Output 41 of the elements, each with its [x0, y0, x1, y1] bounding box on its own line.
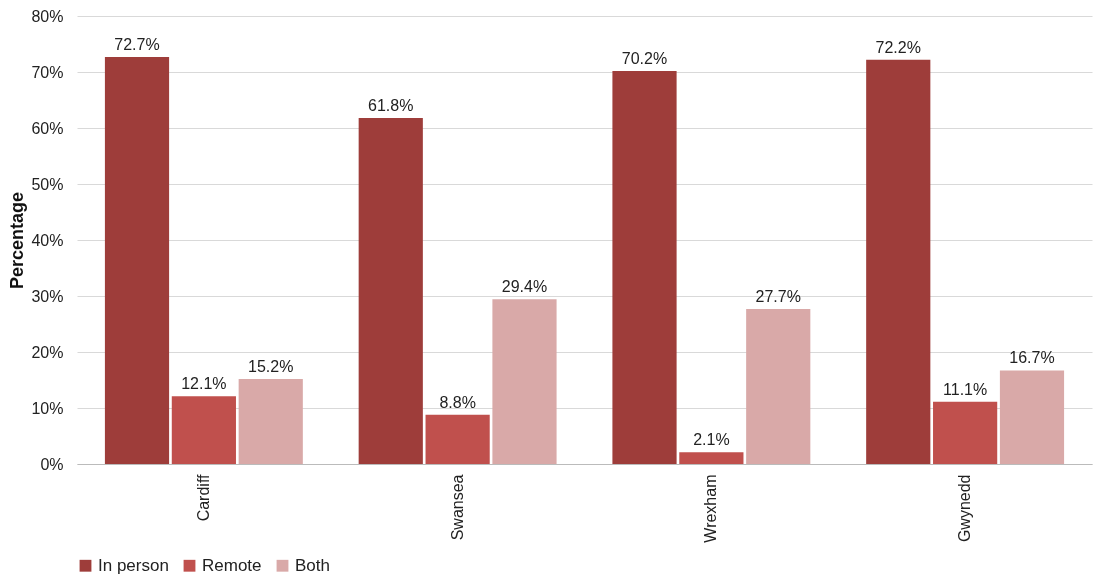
y-tick-label: 0% — [40, 455, 64, 473]
data-label: 70.2% — [621, 49, 668, 67]
data-label: 8.8% — [439, 393, 476, 411]
x-tick-label: Swansea — [448, 474, 466, 541]
y-tick-label: 40% — [31, 231, 64, 249]
x-tick-label: Gwynedd — [956, 474, 974, 543]
y-tick-label: 50% — [31, 175, 64, 193]
legend-label: Remote — [202, 555, 262, 575]
bar — [679, 452, 744, 464]
bar — [746, 308, 811, 464]
data-label: 15.2% — [248, 357, 294, 375]
data-label: 61.8% — [368, 96, 414, 114]
y-tick-label: 60% — [31, 119, 64, 137]
bar — [425, 414, 490, 464]
bar — [492, 299, 557, 464]
legend-label: Both — [295, 555, 330, 575]
bar — [612, 70, 677, 464]
bar — [104, 56, 170, 464]
data-label: 16.7% — [1009, 349, 1055, 367]
data-label: 29.4% — [501, 278, 548, 296]
y-tick-label: 80% — [31, 7, 64, 25]
y-tick-label: 70% — [31, 63, 64, 81]
y-axis-title: Percentage — [7, 191, 28, 290]
data-label: 2.1% — [693, 431, 730, 449]
bar — [999, 370, 1065, 464]
bar — [171, 396, 236, 464]
data-label: 72.2% — [875, 38, 921, 56]
y-tick-label: 30% — [31, 287, 64, 305]
data-label: 72.7% — [114, 35, 160, 53]
data-label: 27.7% — [755, 287, 801, 305]
bar — [358, 117, 423, 464]
y-tick-label: 20% — [31, 343, 64, 361]
bar — [933, 401, 998, 464]
data-label: 11.1% — [943, 380, 988, 398]
y-tick-label: 10% — [31, 399, 64, 417]
data-label: 12.1% — [181, 375, 227, 393]
legend-label: In person — [98, 555, 169, 575]
x-tick-label: Cardiff — [194, 473, 212, 522]
bar — [238, 378, 303, 464]
bar — [866, 59, 931, 464]
x-tick-label: Wrexham — [702, 474, 720, 543]
